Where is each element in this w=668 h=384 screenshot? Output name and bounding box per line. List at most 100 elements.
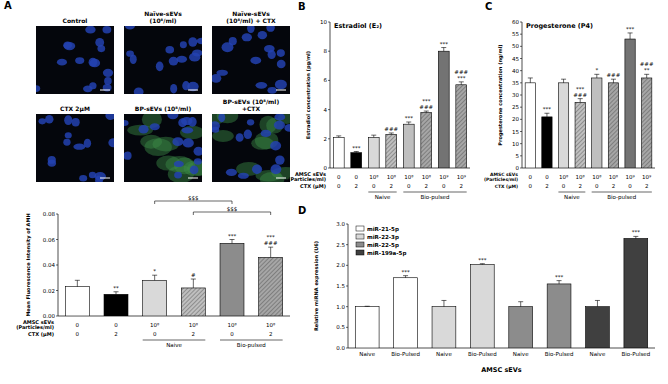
table-cell: 0	[595, 183, 599, 189]
table-cell: 2	[269, 331, 273, 337]
table-cell: 0	[153, 331, 157, 337]
nucleus	[89, 172, 96, 179]
error-line	[520, 302, 521, 307]
significance: *	[153, 268, 156, 274]
nucleus	[180, 41, 187, 48]
error-cap	[441, 300, 446, 301]
nucleus	[274, 114, 285, 121]
error-cap	[389, 132, 394, 133]
error-line	[154, 275, 155, 280]
nucleus	[187, 82, 198, 92]
micrograph	[212, 114, 290, 182]
nucleus	[275, 155, 284, 164]
nucleus	[83, 86, 93, 93]
table-cell: 0	[76, 331, 80, 337]
y-tick	[520, 168, 522, 169]
error-cap	[336, 135, 341, 136]
bar	[642, 78, 652, 168]
y-tick-label: 35	[512, 80, 519, 86]
legend-swatch	[356, 242, 364, 247]
error-cap	[354, 151, 359, 152]
y-tick-label: 0	[516, 165, 520, 171]
bar	[586, 307, 610, 348]
error-bar	[528, 78, 533, 83]
panel-label: B	[298, 1, 306, 12]
error-cap	[480, 263, 485, 264]
nucleus	[247, 119, 254, 125]
nucleus	[250, 57, 261, 64]
error-line	[373, 135, 374, 137]
error-bar	[371, 135, 376, 137]
y-tick	[520, 34, 522, 35]
error-bar	[557, 281, 562, 284]
error-bar	[403, 276, 408, 278]
bar	[509, 307, 533, 348]
bar	[181, 288, 205, 316]
significance: ***	[626, 26, 635, 32]
nucleus	[156, 61, 164, 71]
group-label: Naive	[166, 342, 182, 348]
y-tick-label: 45	[512, 56, 519, 62]
y-tick-label: 1.5	[336, 283, 345, 289]
y-tick-label: 30	[512, 92, 519, 98]
bar	[220, 243, 244, 316]
table-cell: 0	[529, 183, 533, 189]
y-tick-label: 55	[512, 31, 519, 37]
y-tick	[520, 143, 522, 144]
micrograph	[124, 26, 202, 94]
panel-label: C	[485, 1, 492, 12]
micrograph	[36, 114, 114, 182]
error-cap	[528, 77, 533, 78]
y-tick	[346, 244, 348, 245]
error-cap	[633, 236, 638, 237]
significance: ###	[264, 240, 278, 246]
error-cap	[191, 279, 196, 280]
table-cell: 0	[230, 331, 234, 337]
significance: ###	[419, 104, 433, 110]
y-tick-label: 0.5	[336, 324, 345, 330]
error-bar	[594, 74, 599, 78]
micrograph-bg	[124, 114, 202, 182]
table-cell: 0	[337, 183, 341, 189]
error-cap	[406, 122, 411, 123]
bar	[104, 294, 128, 316]
significance: ***	[440, 41, 449, 47]
nucleus	[130, 54, 137, 64]
plot-area	[355, 236, 647, 348]
nucleus	[95, 175, 103, 182]
significance: ###	[640, 61, 654, 67]
scale-bar	[100, 90, 110, 91]
micrograph	[212, 26, 290, 94]
bar	[259, 257, 283, 316]
nucleus	[75, 57, 84, 64]
nucleus	[258, 31, 267, 39]
x-tick-label: Naive	[359, 351, 375, 357]
y-axis-label: Relative miRNA expression (U6)	[313, 241, 320, 331]
table-cell: 10⁸	[150, 322, 160, 328]
nucleus	[247, 26, 255, 33]
error-cap	[365, 306, 370, 307]
significance: ***	[457, 75, 466, 81]
error-line	[530, 78, 531, 83]
legend-swatch	[356, 226, 364, 231]
error-cap	[75, 280, 80, 281]
y-tick-label: 0.08	[43, 211, 56, 217]
micrograph-bg	[212, 114, 290, 182]
scale-bar	[188, 90, 198, 91]
table-cell: 2	[390, 183, 394, 189]
bracket-label: $$$	[188, 195, 199, 201]
panel-label: D	[298, 205, 306, 216]
micrograph-title: BP-sEVs (10⁸/ml)	[223, 98, 280, 105]
significance: #	[191, 272, 196, 278]
y-tick-label: 2.0	[336, 262, 345, 268]
bar	[456, 85, 467, 168]
nucleus	[194, 158, 202, 164]
nucleus	[194, 147, 202, 156]
error-bar	[441, 48, 446, 52]
error-line	[116, 292, 117, 295]
error-bar	[75, 280, 80, 286]
y-tick-label: 5	[516, 153, 520, 159]
micrograph-title: CTX 2μM	[60, 105, 90, 113]
group-label: Bio-pulsed	[237, 342, 266, 349]
x-tick-label: Bio-Pulsed	[468, 351, 497, 357]
